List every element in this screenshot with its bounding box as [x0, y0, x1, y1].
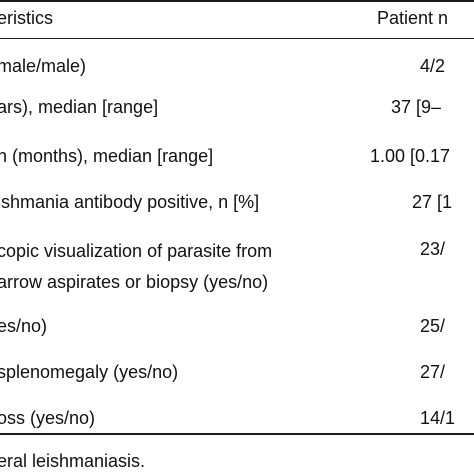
table-top-rule	[0, 0, 474, 2]
row-value: 4/2	[420, 56, 446, 76]
row-value: 27 [1	[412, 192, 453, 212]
row-value: 14/1	[420, 408, 456, 428]
row-value: 23/	[420, 239, 446, 259]
table-bottom-rule	[0, 433, 474, 435]
row-value: 37 [9–	[391, 97, 442, 117]
table-footnote: eral leishmaniasis.	[0, 451, 146, 471]
row-label: splenomegaly (yes/no)	[0, 362, 179, 382]
row-value: 27/	[420, 362, 446, 382]
row-label: ars), median [range]	[0, 97, 159, 117]
table-header-rule	[0, 38, 474, 39]
row-label: oss (yes/no)	[0, 408, 96, 428]
header-characteristics: eristics	[0, 8, 54, 28]
row-value: 25/	[420, 316, 446, 336]
row-label-multiline: copic visualization of parasite from arr…	[0, 241, 273, 292]
row-label: male/male)	[0, 56, 87, 76]
row-label: es/no)	[0, 316, 48, 336]
row-label: n (months), median [range]	[0, 146, 214, 166]
row-label: ishmania antibody positive, n [%]	[0, 192, 260, 212]
row-value: 1.00 [0.17	[370, 146, 451, 166]
header-patient-n: Patient n	[377, 8, 449, 28]
